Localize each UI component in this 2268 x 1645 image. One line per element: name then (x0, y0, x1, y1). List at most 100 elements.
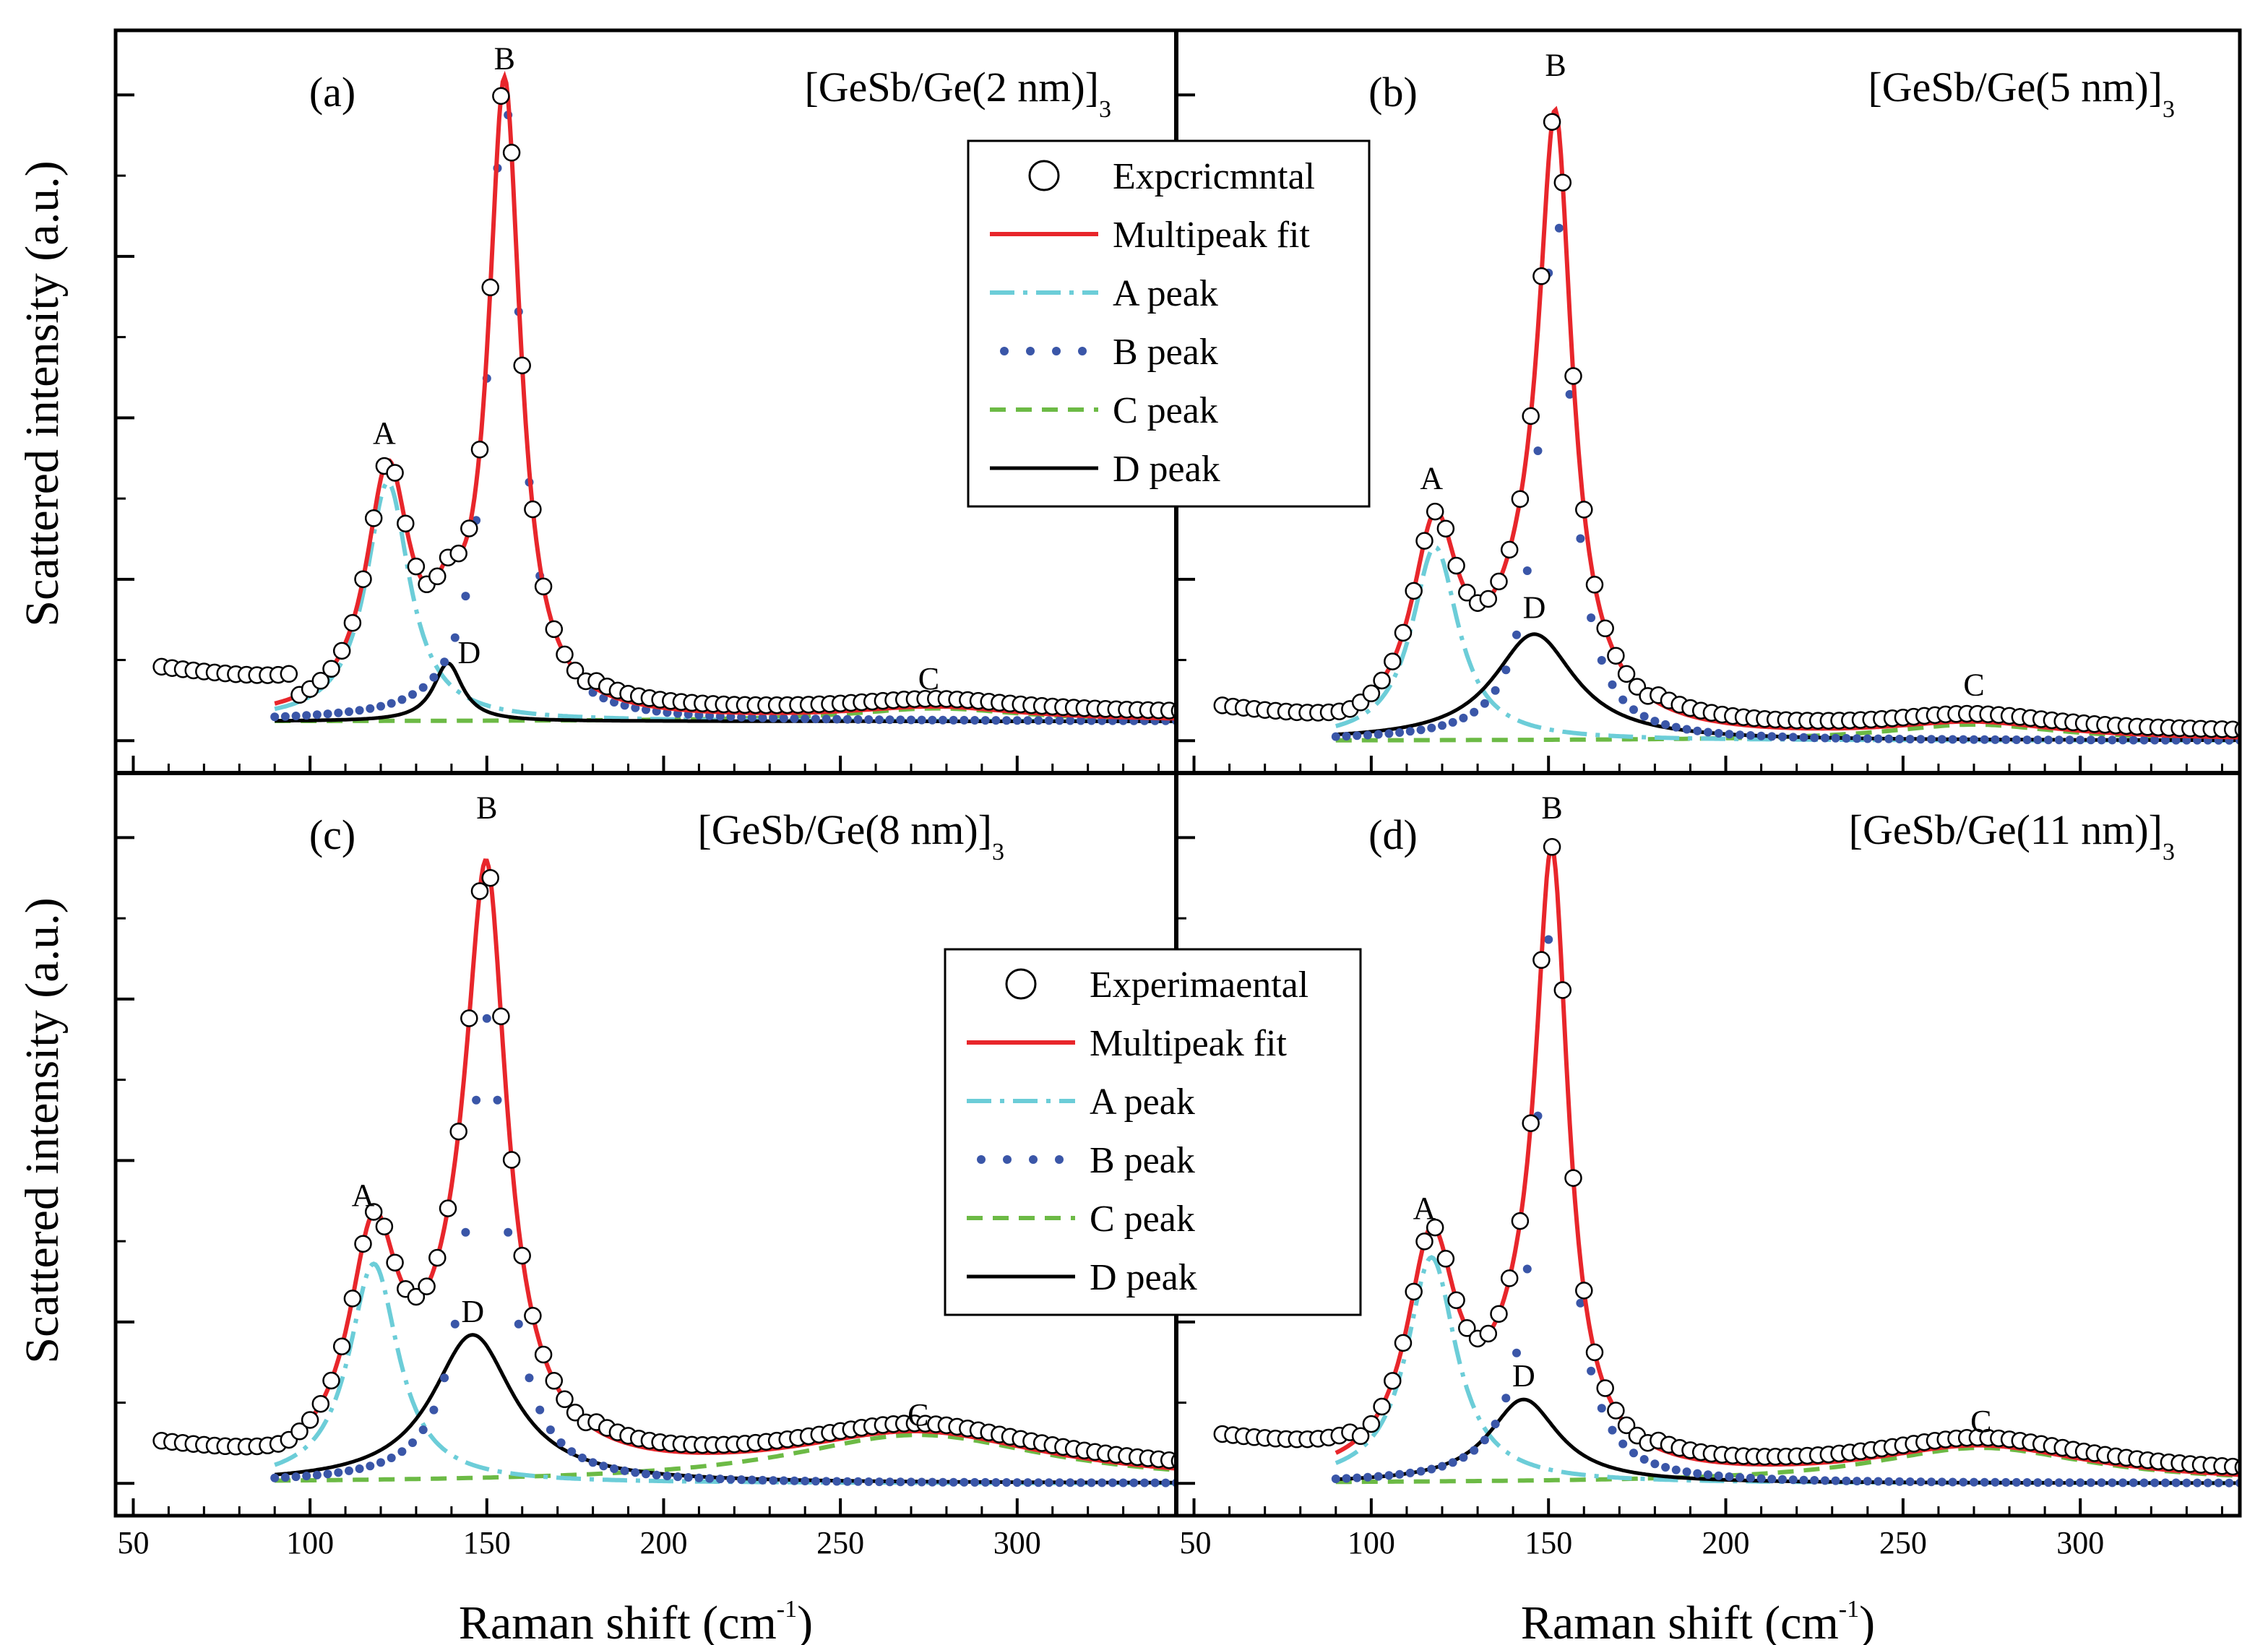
experimental-point (407, 557, 426, 576)
experimental-point (1447, 556, 1465, 575)
b-peak-dot (1778, 1475, 1787, 1484)
panel-label-a: (a) (309, 69, 355, 116)
experimental-point (556, 645, 574, 664)
b-peak-dot (2161, 1478, 2170, 1488)
sample-label-a: [GeSb/Ge(2 nm)]3 (804, 64, 1111, 123)
b-peak-dot (1895, 1477, 1904, 1486)
b-peak-dot (832, 714, 842, 724)
panel-c: A B C D (c) [GeSb/Ge(8 nm)]3 50 100 150 200 250 300 (116, 790, 1176, 1560)
experimental-point (460, 519, 478, 537)
b-peak-dot (577, 1454, 587, 1462)
b-peak-dot (376, 701, 385, 711)
experimental-point (1543, 838, 1561, 856)
legend-label: Multipeak fit (1113, 215, 1311, 256)
b-peak-dot (917, 1477, 926, 1487)
b-peak-dot (1066, 716, 1075, 725)
peak-label-B: B (1545, 48, 1566, 83)
experimental-point (1532, 951, 1551, 970)
b-peak-dot (2097, 1478, 2106, 1488)
b-peak-dot (2054, 735, 2064, 745)
b-peak-dot (1108, 1478, 1117, 1488)
experimental-point (492, 1007, 510, 1026)
b-peak-dot (366, 1461, 375, 1471)
legend-label: Experimaental (1090, 964, 1308, 1006)
legend-label: B peak (1113, 332, 1218, 373)
experimental-point (492, 87, 510, 105)
b-peak-dot (2012, 735, 2021, 744)
b-peak-dot (472, 1095, 481, 1105)
b-peak-dot (1405, 727, 1415, 736)
experimental-point (1607, 1402, 1625, 1420)
b-peak-dot (779, 1476, 788, 1485)
b-peak-dot (1522, 1264, 1532, 1274)
b-peak-dot (2022, 735, 2032, 745)
b-peak-dot (1331, 1475, 1340, 1483)
experimental-point (397, 514, 415, 532)
x-tick-label: 50 (1180, 1525, 1212, 1560)
experimental-point (470, 882, 489, 900)
b-peak-dot (1448, 1458, 1457, 1467)
b-peak-dot (1874, 1477, 1883, 1486)
b-peak-dot (1820, 733, 1829, 743)
b-peak-dot (980, 1477, 990, 1487)
b-peak-dot (737, 712, 746, 722)
sample-label-b: [GeSb/Ge(5 nm)]3 (1868, 64, 2175, 123)
b-peak-dot (450, 1319, 460, 1329)
experimental-point (1564, 1169, 1582, 1187)
peak-label-C: C (1970, 1404, 1991, 1439)
b-peak-dot (334, 708, 343, 717)
b-peak-dot (875, 715, 884, 725)
experimental-point (1553, 981, 1572, 999)
b-peak-dot (822, 1477, 831, 1486)
legend-lower-box (944, 948, 1362, 1316)
b-peak-dot (1491, 1420, 1500, 1429)
experimental-point (375, 1217, 394, 1235)
x-tick-label: 100 (1348, 1525, 1395, 1560)
b-peak-dot (1565, 389, 1574, 399)
b-peak-dot (1034, 716, 1043, 725)
b-peak-dot (2097, 735, 2106, 745)
b-peak-dot (1150, 1478, 1160, 1488)
x-tick-label: 150 (1525, 1525, 1572, 1560)
experimental-point (1394, 623, 1413, 642)
experimental-point (1384, 652, 1402, 670)
peak-label-B: B (494, 41, 515, 77)
experimental-point (311, 1394, 330, 1413)
b-peak-dot (291, 1472, 301, 1482)
b-peak-dot (991, 1478, 1001, 1487)
b-peak-dot (1799, 1475, 1808, 1485)
experimental-point (513, 1246, 531, 1265)
peak-label-D: D (1512, 1358, 1535, 1394)
experimental-point (1564, 367, 1582, 385)
b-peak-dot (1055, 716, 1064, 725)
b-peak-dot (2076, 735, 2085, 745)
b-peak-dot (1948, 735, 1957, 744)
experimental-point (545, 620, 564, 639)
b-peak-dot (280, 712, 290, 721)
experimental-point (460, 1009, 478, 1027)
b-peak-dot (885, 715, 894, 725)
legend-b-dot-icon (1003, 1155, 1012, 1164)
b-peak-dot (1044, 716, 1053, 725)
b-peak-dot (1491, 686, 1500, 695)
sample-label-c: [GeSb/Ge(8 nm)]3 (697, 806, 1004, 865)
b-peak-dot (1671, 722, 1681, 732)
b-peak-dot (864, 715, 874, 724)
b-peak-dot (1874, 734, 1883, 743)
b-peak-dot (896, 1477, 905, 1487)
b-peak-dot (429, 673, 439, 682)
b-peak-dot (1842, 734, 1851, 743)
b-peak-dot (2076, 1478, 2085, 1488)
experimental-point (332, 1337, 351, 1355)
b-peak-dot (1384, 729, 1394, 738)
b-peak-dot (642, 1469, 650, 1479)
experimental-point (449, 544, 467, 563)
b-peak-dot (1522, 566, 1532, 575)
b-peak-dot (1448, 717, 1457, 727)
b-peak-dot (864, 1477, 874, 1486)
b-peak-dot (1608, 680, 1617, 689)
b-peak-dot (1363, 730, 1372, 740)
b-peak-dot (875, 1477, 884, 1487)
sample-label-d: [GeSb/Ge(11 nm)]3 (1849, 806, 2175, 865)
